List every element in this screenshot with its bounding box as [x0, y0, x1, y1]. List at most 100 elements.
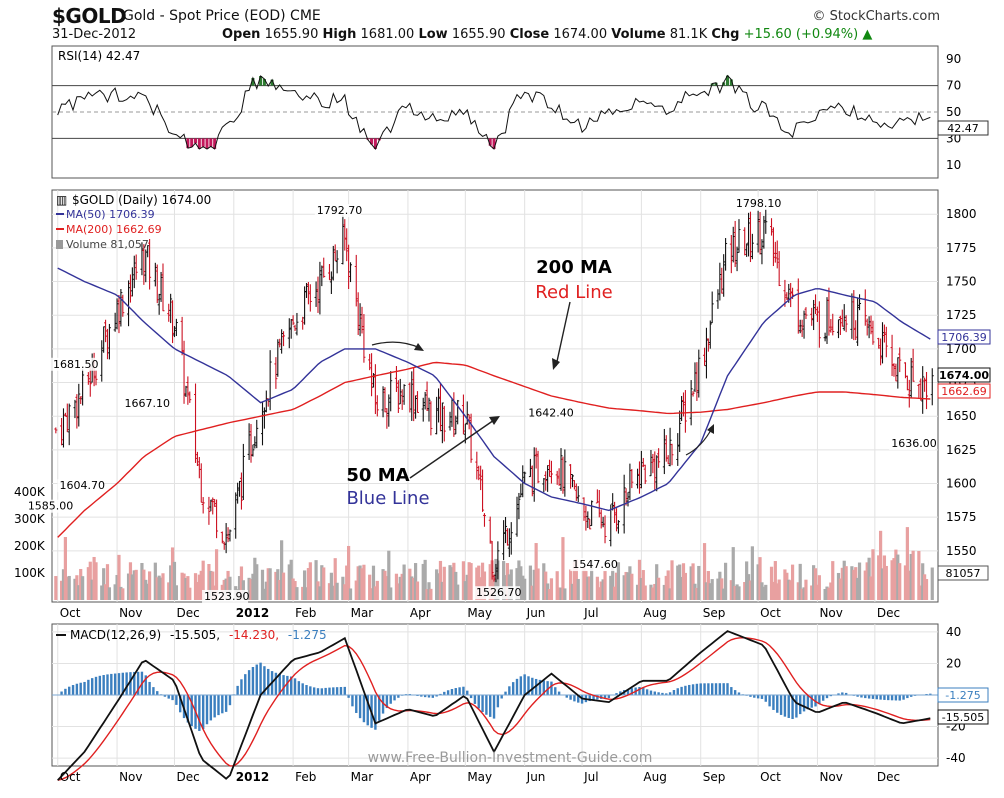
- volume-bar: [802, 587, 806, 600]
- volume-bar: [63, 537, 67, 600]
- volume-bar: [769, 566, 774, 600]
- volume-bar: [603, 570, 607, 600]
- volume-bar: [345, 565, 349, 600]
- price-annotation: 1604.70: [59, 479, 105, 492]
- volume-bar: [771, 581, 776, 600]
- volume-tick-label: 400K: [14, 485, 46, 499]
- volume-bar: [863, 570, 867, 600]
- volume-bar: [530, 585, 534, 600]
- volume-bar: [155, 577, 159, 600]
- macd-hist-tag-box: [937, 687, 989, 703]
- low-value: 1655.90: [451, 27, 506, 42]
- volume-bar: [169, 565, 173, 600]
- macd-hist-bar: [179, 695, 182, 713]
- volume-bar: [226, 570, 230, 600]
- macd-panel: 40200-20-40 MACD(12,26,9) -15.505, -14.2…: [51, 623, 989, 781]
- x-axis-label: May: [467, 770, 492, 784]
- volume-bar: [438, 560, 443, 600]
- volume-tag: 81057: [946, 567, 981, 580]
- price-panel: 1800177517501725170016751650162516001575…: [14, 189, 991, 603]
- volume-bar: [917, 551, 921, 600]
- x-axis-label: Sep: [703, 606, 726, 620]
- volume-bar: [128, 562, 133, 600]
- volume-bar: [291, 578, 295, 600]
- macd-hist-bar: [825, 695, 829, 699]
- volume-bar: [387, 550, 391, 600]
- macd-hist-bar: [546, 681, 549, 695]
- price-tick-label: 1700: [946, 342, 977, 356]
- volume-bar: [785, 572, 789, 600]
- macd-tick-label: 20: [946, 656, 961, 670]
- volume-bar: [144, 579, 148, 600]
- macd-hist-bar: [94, 676, 98, 695]
- macd-hist-bar: [764, 695, 767, 702]
- volume-bar: [448, 565, 452, 600]
- chg-label: Chg: [711, 27, 740, 42]
- volume-bar: [630, 573, 634, 600]
- macd-hist-bar: [496, 695, 500, 708]
- macd-hist-bar: [707, 683, 710, 695]
- description: Gold - Spot Price (EOD) CME: [123, 8, 321, 24]
- volume-bar: [81, 576, 85, 600]
- volume-bar: [697, 565, 701, 600]
- volume-bar: [343, 584, 347, 600]
- macd-hist-bar: [929, 693, 932, 695]
- rsi-tick-label: 10: [946, 158, 961, 172]
- volume-bar: [77, 585, 81, 600]
- macd-hist-bar: [676, 688, 679, 695]
- low-label: Low: [418, 27, 448, 42]
- macd-hist-bar: [902, 695, 905, 700]
- macd-hist-bar: [244, 674, 247, 695]
- volume-bar: [532, 569, 536, 600]
- volume-bar: [622, 575, 626, 600]
- macd-hist-bar: [263, 666, 266, 695]
- ma50-tag-box: [937, 329, 991, 345]
- volume-bar: [616, 562, 621, 600]
- volume-bar: [590, 559, 594, 600]
- macd-hist-bar: [435, 695, 438, 697]
- x-axis-label: Apr: [410, 606, 431, 620]
- volume-bar: [153, 562, 157, 600]
- macd-hist-bar: [795, 695, 798, 718]
- volume-bar: [930, 567, 934, 600]
- volume-bar: [880, 568, 885, 600]
- x-axis-label: Oct: [760, 770, 781, 784]
- open-value: 1655.90: [264, 27, 319, 42]
- macd-hist-bar: [163, 695, 167, 697]
- macd-hist-bar: [684, 685, 687, 695]
- macd-hist-bar: [312, 687, 316, 695]
- volume-bar: [88, 561, 92, 600]
- volume-bar: [195, 581, 200, 600]
- price-annotation: 1526.70: [476, 586, 522, 599]
- volume-legend-swatch: [56, 240, 63, 249]
- macd-label-v1: -15.505,: [170, 628, 220, 642]
- macd-hist-bar: [75, 683, 79, 695]
- macd-hist-bar: [274, 672, 278, 695]
- macd-hist-bar: [714, 683, 718, 695]
- volume-bar: [421, 563, 425, 600]
- macd-hist-bar: [542, 680, 545, 695]
- volume-bar: [534, 543, 538, 600]
- macd-hist-bar: [144, 675, 147, 695]
- volume-bar: [563, 588, 567, 600]
- rsi-label: RSI(14) 42.47: [58, 49, 140, 63]
- macd-hist-bar: [381, 695, 385, 714]
- volume-bar: [237, 576, 242, 600]
- volume-bar: [737, 586, 741, 600]
- macd-hist-bar: [737, 692, 741, 695]
- rsi-tick-label: 70: [946, 79, 961, 93]
- macd-hist-bar: [508, 686, 511, 695]
- macd-hist-bar: [106, 674, 109, 695]
- volume-label: Volume: [611, 27, 666, 42]
- price-tick-label: 1575: [946, 510, 977, 524]
- x-axis-label: Sep: [703, 770, 726, 784]
- volume-bar: [704, 582, 709, 600]
- macd-hist-bar: [351, 695, 354, 707]
- macd-hist-bar: [779, 695, 783, 715]
- price-tick-label: 1800: [946, 207, 977, 221]
- volume-bar: [856, 577, 860, 600]
- annotation-bg: [733, 196, 780, 210]
- volume-bar: [276, 569, 280, 600]
- macd-hist-bar: [320, 688, 324, 695]
- macd-hist-bar: [328, 687, 331, 695]
